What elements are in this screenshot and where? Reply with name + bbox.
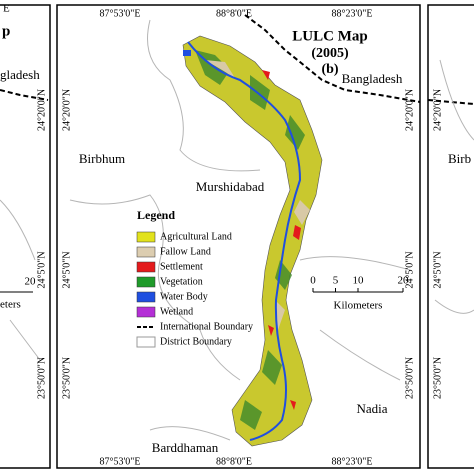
scale-label: 20 bbox=[398, 275, 410, 287]
lat-label: 24°20'0"N bbox=[61, 89, 72, 131]
place-label: Birb bbox=[448, 151, 471, 166]
lat-label: 24°5'0"N bbox=[61, 251, 72, 288]
place-label: Bangladesh bbox=[342, 71, 403, 86]
legend-swatch bbox=[136, 336, 156, 348]
scale-unit: Kilometers bbox=[334, 300, 383, 312]
panel-label: (b) bbox=[321, 62, 338, 77]
lat-label: 24°20'0"N bbox=[432, 89, 443, 131]
water-patch bbox=[183, 50, 191, 56]
legend-label: International Boundary bbox=[160, 321, 253, 332]
lat-label: 23°50'0"N bbox=[432, 357, 443, 399]
study-area bbox=[182, 35, 323, 447]
lat-label: 23°50'0"N bbox=[404, 357, 415, 399]
legend-swatch bbox=[136, 306, 156, 318]
legend-label: District Boundary bbox=[160, 336, 232, 347]
boundary-line bbox=[0, 89, 49, 101]
lat-label: 23°50'0"N bbox=[36, 357, 47, 399]
left-panel: E p gladesh 24°20'0"N 24°5'0"N 23°50'0"N… bbox=[0, 3, 51, 469]
lon-label: E bbox=[3, 3, 10, 15]
legend-label: Wetland bbox=[160, 306, 193, 317]
scale-label: 5 bbox=[333, 275, 339, 287]
map-year: (2005) bbox=[311, 46, 349, 61]
legend-label: Agricultural Land bbox=[160, 231, 232, 242]
lat-label: 24°20'0"N bbox=[404, 89, 415, 131]
scale-label: 20 bbox=[25, 276, 37, 288]
right-frame bbox=[427, 4, 474, 469]
lon-label: 87°53'0"E bbox=[100, 8, 141, 19]
district-line bbox=[69, 19, 411, 441]
legend: Legend Agricultural Land Fallow Land Settl… bbox=[136, 208, 253, 348]
title-fragment: p bbox=[2, 23, 10, 39]
scale-unit: eters bbox=[0, 299, 21, 311]
lon-label: 88°8'0"E bbox=[216, 8, 252, 19]
boundary-line bbox=[244, 14, 421, 103]
lon-label: 88°23'0"E bbox=[332, 8, 373, 19]
legend-swatch bbox=[136, 291, 156, 303]
legend-label: Fallow Land bbox=[160, 246, 211, 257]
place-label: Nadia bbox=[356, 401, 387, 416]
lat-label: 23°50'0"N bbox=[61, 357, 72, 399]
lon-label: 88°23'0"E bbox=[332, 456, 373, 467]
lat-label: 24°5'0"N bbox=[432, 251, 443, 288]
place-label: gladesh bbox=[0, 67, 40, 82]
scale-bar: Kilometers 0 5 10 20 bbox=[310, 275, 409, 312]
lon-label: 87°53'0"E bbox=[100, 456, 141, 467]
legend-label: Vegetation bbox=[160, 276, 203, 287]
lat-label: 24°20'0"N bbox=[36, 89, 47, 131]
lat-label: 24°5'0"N bbox=[36, 251, 47, 288]
legend-swatch bbox=[136, 231, 156, 243]
legend-label: Water Body bbox=[160, 291, 208, 302]
map-title: LULC Map bbox=[292, 28, 367, 44]
legend-swatch bbox=[136, 246, 156, 258]
lon-label: 88°8'0"E bbox=[216, 456, 252, 467]
legend-swatch bbox=[136, 276, 156, 288]
right-panel: 24°20'0"N 24°5'0"N 23°50'0"N Birb bbox=[427, 4, 474, 469]
legend-label: Settlement bbox=[160, 261, 203, 272]
place-label: Murshidabad bbox=[196, 179, 265, 194]
legend-swatch bbox=[136, 261, 156, 273]
district-line bbox=[0, 199, 41, 361]
river bbox=[187, 41, 302, 441]
scale-label: 0 bbox=[310, 275, 316, 287]
legend-title: Legend bbox=[137, 208, 175, 222]
place-label: Birbhum bbox=[79, 151, 125, 166]
district-line bbox=[434, 59, 474, 314]
main-panel: 88°8'0"E 87°53'0"E 88°23'0"E 87°53'0"E 8… bbox=[56, 4, 421, 469]
place-label: Barddhaman bbox=[152, 440, 219, 455]
lat-label: 24°5'0"N bbox=[404, 251, 415, 288]
scale-label: 10 bbox=[353, 275, 365, 287]
